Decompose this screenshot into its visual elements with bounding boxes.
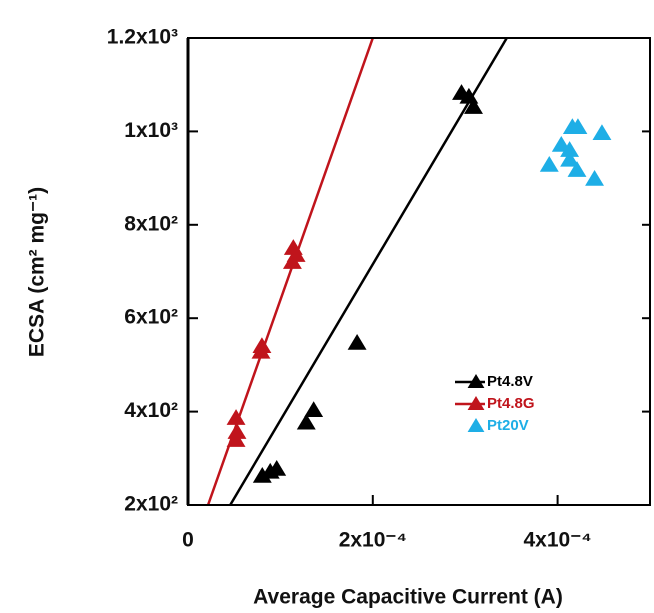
plot-frame — [187, 37, 651, 506]
marker — [560, 141, 580, 157]
legend-marker — [467, 418, 485, 432]
marker — [296, 413, 316, 430]
marker — [267, 460, 287, 476]
x-axis-title: Average Capacitive Current (A) — [253, 586, 563, 609]
y-tick-label: 6x10² — [124, 306, 178, 329]
marker — [226, 431, 246, 447]
y-axis-title: ECSA (cm² mg⁻¹) — [26, 187, 49, 357]
marker — [226, 409, 246, 425]
plot — [206, 38, 612, 505]
marker — [304, 401, 324, 417]
marker — [252, 337, 272, 353]
legend-marker — [467, 396, 485, 410]
marker — [539, 156, 559, 172]
x-tick-label: 4x10⁻⁴ — [523, 529, 591, 552]
marker — [560, 150, 580, 167]
y-tick-label: 1.2x10³ — [107, 26, 178, 49]
marker — [464, 98, 483, 114]
marker — [227, 423, 247, 439]
legend-marker — [467, 374, 485, 388]
marker — [347, 333, 367, 350]
x-tick-label: 0 — [182, 529, 194, 552]
marker — [252, 467, 272, 483]
marker — [592, 124, 612, 141]
legend-label: Pt20V — [487, 417, 529, 434]
marker — [283, 239, 303, 255]
y-tick-label: 2x10² — [124, 493, 178, 516]
y-tick-label: 8x10² — [124, 212, 178, 235]
x-tick-label: 2x10⁻⁴ — [339, 529, 407, 552]
legend-label: Pt4.8V — [487, 373, 533, 390]
marker — [568, 118, 588, 134]
marker — [567, 161, 587, 177]
y-tick-label: 1x10³ — [124, 119, 178, 142]
marker — [585, 170, 605, 186]
legend-label: Pt4.8G — [487, 395, 535, 412]
y-tick-label: 4x10² — [124, 399, 178, 422]
fit-line — [229, 38, 508, 505]
